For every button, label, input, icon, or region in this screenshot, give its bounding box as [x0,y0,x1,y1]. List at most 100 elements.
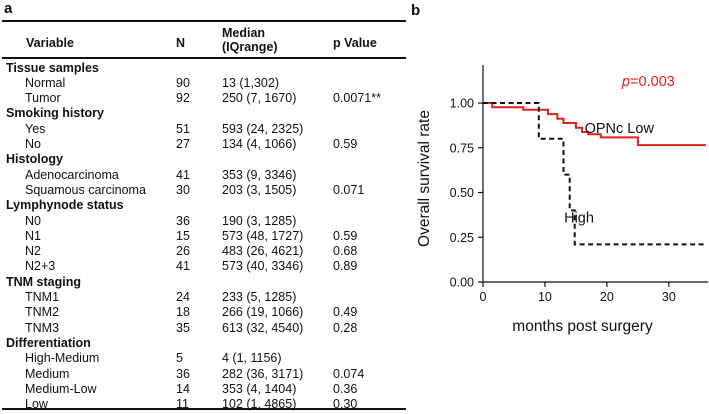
table-row: Adenocarcinoma 41 353 (9, 3346) [0,168,406,183]
table-panel: a Variable N Median (IQrange) p Value Ti… [0,0,406,412]
table-section-row: Tissue samples [0,61,406,76]
header-variable: Variable [26,36,74,50]
cell-pvalue: 0.59 [333,228,358,243]
table-section-row: Histology [0,152,406,167]
cell-median: 353 (9, 3346) [222,167,297,182]
cell-variable: Tumor [25,91,61,106]
table-top-rule [2,20,406,22]
cell-variable: Normal [25,75,66,90]
cell-variable: TNM2 [25,305,60,320]
panel-a-label: a [4,0,13,17]
cell-variable: TNM3 [25,320,60,335]
cell-variable: Smoking history [6,106,104,121]
cell-variable: Medium [25,366,70,381]
table-row: Normal 90 13 (1,302) [0,76,406,91]
table-row: TNM3 35 613 (32, 4540) 0.28 [0,321,406,336]
cell-median: 282 (36, 3171) [222,366,304,381]
x-tick-label: 20 [600,290,614,304]
cell-variable: Histology [6,152,63,167]
cell-median: 613 (32, 4540) [222,320,304,335]
table-row: No 27 134 (4, 1066) 0.59 [0,137,406,152]
p-value-symbol: p [621,74,630,90]
x-tick-label: 0 [480,290,487,304]
cell-n: 41 [176,167,190,182]
cell-n: 5 [176,351,183,366]
cell-variable: N0 [25,213,41,228]
table-row: High-Medium 5 4 (1, 1156) [0,351,406,366]
cell-median: 203 (3, 1505) [222,182,297,197]
x-tick-label: 10 [538,290,552,304]
cell-variable: Lymphynode status [6,198,124,213]
cell-n: 90 [176,75,190,90]
cell-n: 41 [176,259,190,274]
table-row: TNM2 18 266 (19, 1066) 0.49 [0,305,406,320]
cell-median: 266 (19, 1066) [222,305,304,320]
x-axis-label: months post surgery [512,318,653,335]
cell-variable: Squamous carcinoma [25,182,146,197]
cell-pvalue: 0.89 [333,259,358,274]
series-line-opnc-low [483,102,706,147]
cell-variable: High-Medium [25,351,100,366]
cell-median: 593 (24, 2325) [222,121,304,136]
cell-pvalue: 0.30 [333,397,358,412]
cell-pvalue: 0.0071** [333,91,381,106]
header-n: N [176,36,186,50]
y-tick-label: 0.25 [450,231,474,245]
table-row: Low 11 102 (1, 4865) 0.30 [0,397,406,412]
header-median-line2: (IQrange) [222,40,278,54]
panel-b-label: b [411,2,420,19]
table-row: N2 26 483 (26, 4621) 0.68 [0,244,406,259]
cell-variable: TNM staging [6,274,81,289]
table-row: Medium-Low 14 353 (4, 1404) 0.36 [0,382,406,397]
p-value-label: p=0.003 [621,74,675,90]
cell-n: 51 [176,121,190,136]
table-row: Squamous carcinoma 30 203 (3, 1505) 0.071 [0,183,406,198]
cell-pvalue: 0.68 [333,244,358,259]
series-line-high [483,102,706,246]
cell-n: 26 [176,244,190,259]
table-row: Medium 36 282 (36, 3171) 0.074 [0,367,406,382]
header-pvalue: p Value [333,36,377,50]
cell-variable: N2+3 [25,259,56,274]
table-row: TNM1 24 233 (5, 1285) [0,290,406,305]
series-annotation: OPNc Low [585,121,655,137]
cell-median: 13 (1,302) [222,75,279,90]
cell-median: 134 (4, 1066) [222,137,297,151]
cell-median: 233 (5, 1285) [222,290,297,304]
cell-pvalue: 0.36 [333,381,358,396]
cell-n: 36 [176,213,190,228]
table-section-row: Smoking history [0,106,406,121]
y-tick-label: 0.75 [450,141,474,155]
chart-panel: b 0.00 0.25 0.50 0.75 1.00 0 10 20 30 months post … [400,0,709,409]
cell-pvalue: 0.59 [333,137,358,151]
table-row: Yes 51 593 (24, 2325) [0,122,406,137]
cell-pvalue: 0.49 [333,305,358,320]
cell-median: 102 (1, 4865) [222,397,297,412]
p-value-number: =0.003 [630,74,675,90]
y-axis-label: Overall survival rate [416,110,433,247]
table-row: N0 36 190 (3, 1285) [0,214,406,229]
survival-chart: b 0.00 0.25 0.50 0.75 1.00 0 10 20 30 months post … [411,2,708,335]
cell-variable: TNM1 [25,290,60,304]
cell-median: 353 (4, 1404) [222,381,297,396]
cell-n: 15 [176,228,190,243]
series-annotation: High [564,211,594,227]
cell-variable: Adenocarcinoma [25,167,119,182]
table-header-rule [2,57,406,59]
cell-variable: Low [25,397,48,412]
cell-median: 250 (7, 1670) [222,91,297,106]
header-median: Median (IQrange) [222,26,278,54]
cell-pvalue: 0.071 [333,182,365,197]
cell-median: 573 (48, 1727) [222,228,304,243]
cell-n: 35 [176,320,190,335]
cell-variable: N1 [25,228,41,243]
x-tick-label: 30 [662,290,676,304]
table-section-row: Lymphynode status [0,198,406,213]
cell-variable: No [25,137,41,151]
table-row: N2+3 41 573 (40, 3346) 0.89 [0,259,406,274]
table-row: N1 15 573 (48, 1727) 0.59 [0,229,406,244]
cell-median: 483 (26, 4621) [222,244,304,259]
cell-variable: Yes [25,121,46,136]
cell-n: 11 [176,397,189,412]
cell-n: 14 [176,381,190,396]
